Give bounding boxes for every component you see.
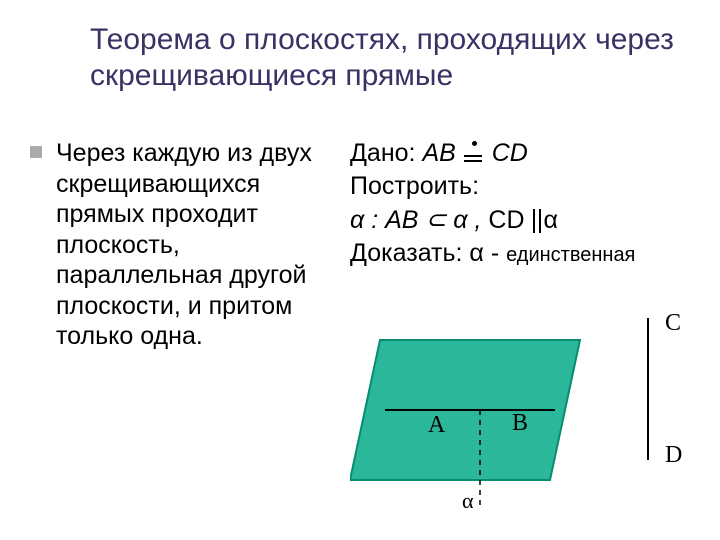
label-c: C: [665, 310, 681, 336]
label-d: D: [665, 442, 682, 468]
alpha-row: α : AB ⊂ α , CD α: [350, 205, 710, 236]
prove-label: Доказать:: [350, 239, 462, 267]
label-a: A: [428, 412, 446, 438]
label-b: B: [512, 410, 528, 436]
given-block: Дано: АВ CD Построить: α : AB ⊂ α , CD α…: [350, 138, 710, 271]
build-label: Построить:: [350, 172, 479, 200]
build-row: Построить:: [350, 171, 710, 202]
diagram: A B C D α: [350, 310, 700, 520]
parallel-icon: [531, 209, 543, 233]
alpha-expr-cd: CD: [488, 206, 524, 234]
prove-text1: α -: [469, 239, 506, 267]
bullet-icon: [30, 146, 42, 158]
skew-icon: [463, 145, 485, 163]
given-row: Дано: АВ CD: [350, 138, 710, 169]
given-ab: АВ: [422, 139, 455, 167]
alpha-expr-suffix: α: [543, 206, 557, 234]
prove-row: Доказать: α - единственная: [350, 238, 710, 269]
given-cd: CD: [492, 139, 528, 167]
label-alpha: α: [462, 488, 474, 513]
prove-text2: единственная: [506, 244, 635, 266]
given-label: Дано:: [350, 139, 416, 167]
alpha-expr-prefix: α : AB ⊂ α ,: [350, 206, 481, 234]
theorem-statement: Через каждую из двух скрещивающихся прям…: [56, 138, 336, 352]
page-title: Теорема о плоскостях, проходящих через с…: [90, 22, 690, 94]
